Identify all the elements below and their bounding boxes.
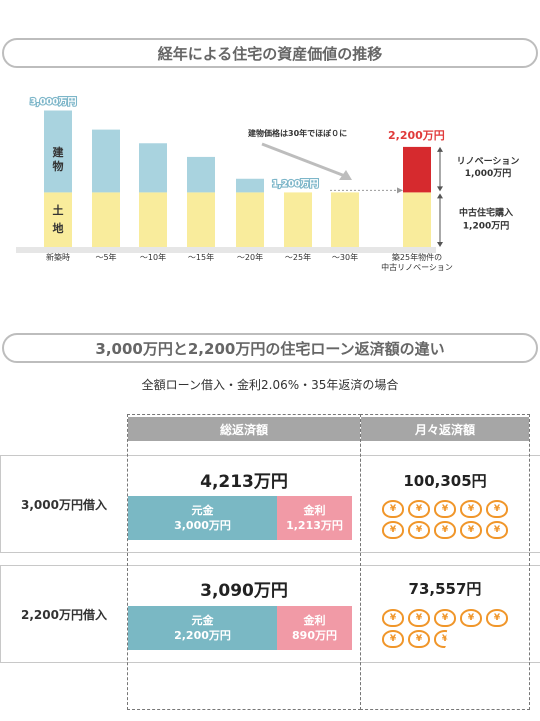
section-title-loan-comparison: 3,000万円と2,200万円の住宅ローン返済額の違い: [2, 333, 538, 363]
coin-icon: ¥: [434, 500, 456, 518]
coin-icon: ¥: [486, 500, 508, 518]
coin-icon: ¥: [434, 630, 449, 648]
interest-label: 金利: [303, 504, 326, 517]
coin-icon: ¥: [382, 521, 404, 539]
bar-land-4: [236, 192, 264, 247]
loan-row-3000: [0, 455, 540, 553]
total-repayment-2200: 3,090万円: [200, 581, 288, 601]
data-label-year25: 1,200万円: [272, 178, 318, 189]
interest-value: 890万円: [292, 629, 337, 642]
row-label-2200: 2,200万円借入: [21, 608, 107, 622]
bar-land-2: [139, 192, 167, 247]
stack-label-land: 地: [53, 221, 64, 235]
annotation-purchase-value: 1,200万円: [463, 220, 509, 231]
bracket-renovation-head-top: [437, 146, 443, 152]
bracket-renovation-head-bottom: [437, 186, 443, 192]
coin-icon: ¥: [408, 609, 430, 627]
coin-icon: ¥: [408, 630, 430, 648]
bar-land-6: [331, 192, 359, 247]
coin-icon: ¥: [486, 609, 508, 627]
row-label-3000: 3,000万円借入: [21, 498, 107, 512]
coin-icon: ¥: [460, 500, 482, 518]
interest-value: 1,213万円: [286, 519, 343, 532]
stack-label-land: 土: [53, 203, 64, 217]
x-tick-label: ～25年: [285, 252, 311, 262]
data-label-renovated: 2,200万円: [388, 129, 445, 142]
total-repayment-3000: 4,213万円: [200, 472, 288, 492]
bar-land-7: [403, 192, 431, 247]
annotation-renovation: リノベーション: [457, 156, 520, 167]
x-tick-label: ～15年: [188, 252, 214, 262]
loan-condition-text: 全額ローン借入・金利2.06%・35年返済の場合: [141, 378, 399, 392]
principal-label: 元金: [191, 614, 214, 627]
monthly-repayment-2200: 73,557円: [408, 580, 482, 598]
principal-bar-2200: 元金 2,200万円: [128, 606, 277, 650]
annotation-purchase: 中古住宅購入: [459, 206, 513, 218]
bar-building-4: [236, 178, 264, 193]
bar-building-1: [92, 129, 120, 193]
principal-value: 3,000万円: [174, 519, 231, 532]
data-label-new: 3,000万円: [30, 97, 76, 108]
arrow-line: [261, 142, 346, 178]
x-tick-label: 築25年物件の: [392, 252, 442, 262]
bracket-purchase-head-bottom: [437, 242, 443, 247]
chart-baseline: [16, 247, 436, 253]
coin-icon: ¥: [460, 609, 482, 627]
coin-icon: ¥: [408, 521, 430, 539]
x-tick-label: ～5年: [95, 252, 116, 262]
bar-land-0: [44, 192, 72, 247]
bracket-purchase-head-top: [437, 193, 443, 199]
coin-icon: ¥: [434, 609, 456, 627]
bar-building-3: [187, 156, 215, 193]
x-tick-label: ～30年: [332, 252, 358, 262]
coin-icon: ¥: [408, 500, 430, 518]
coin-icon: ¥: [382, 500, 404, 518]
loan-row-2200: [0, 565, 540, 663]
principal-bar-3000: 元金 3,000万円: [128, 496, 277, 540]
interest-bar-2200: 金利 890万円: [277, 606, 352, 650]
interest-label: 金利: [303, 614, 326, 627]
bar-land-1: [92, 192, 120, 247]
stack-label-building: 物: [53, 159, 64, 173]
principal-label: 元金: [191, 504, 214, 517]
annotation-depreciation: 建物価格は30年でほぼ０に: [247, 128, 347, 138]
coin-icon: ¥: [382, 630, 404, 648]
arrow-head: [339, 170, 352, 180]
column-header-total: 総返済額: [128, 417, 360, 441]
bar-land-3: [187, 192, 215, 247]
coin-icon: ¥: [434, 521, 456, 539]
x-tick-label: 新築時: [46, 252, 70, 262]
monthly-repayment-3000: 100,305円: [403, 472, 487, 490]
bar-building-2: [139, 143, 167, 193]
interest-bar-3000: 金利 1,213万円: [277, 496, 352, 540]
bar-land-5: [284, 192, 312, 247]
x-tick-label: ～10年: [140, 252, 166, 262]
stack-label-building: 建: [53, 145, 65, 159]
coin-icon: ¥: [486, 521, 508, 539]
section-title-asset-value: 経年による住宅の資産価値の推移: [2, 38, 538, 68]
column-header-monthly: 月々返済額: [361, 417, 529, 441]
asset-value-chart: 新築時 ～5年 ～10年 ～15年 ～20年 ～25年 ～30年 築25年物件の中古リノベーシ…: [16, 95, 520, 272]
dotted-guide-head: [397, 187, 403, 194]
annotation-renovation-value: 1,000万円: [465, 168, 511, 179]
coin-icon: ¥: [460, 521, 482, 539]
x-tick-label: ～20年: [237, 252, 263, 262]
bar-renovation-7: [403, 146, 431, 193]
coin-icon: ¥: [382, 609, 404, 627]
principal-value: 2,200万円: [174, 629, 231, 642]
bar-building-0: [44, 110, 72, 193]
x-tick-label: 中古リノベーション: [381, 262, 453, 272]
